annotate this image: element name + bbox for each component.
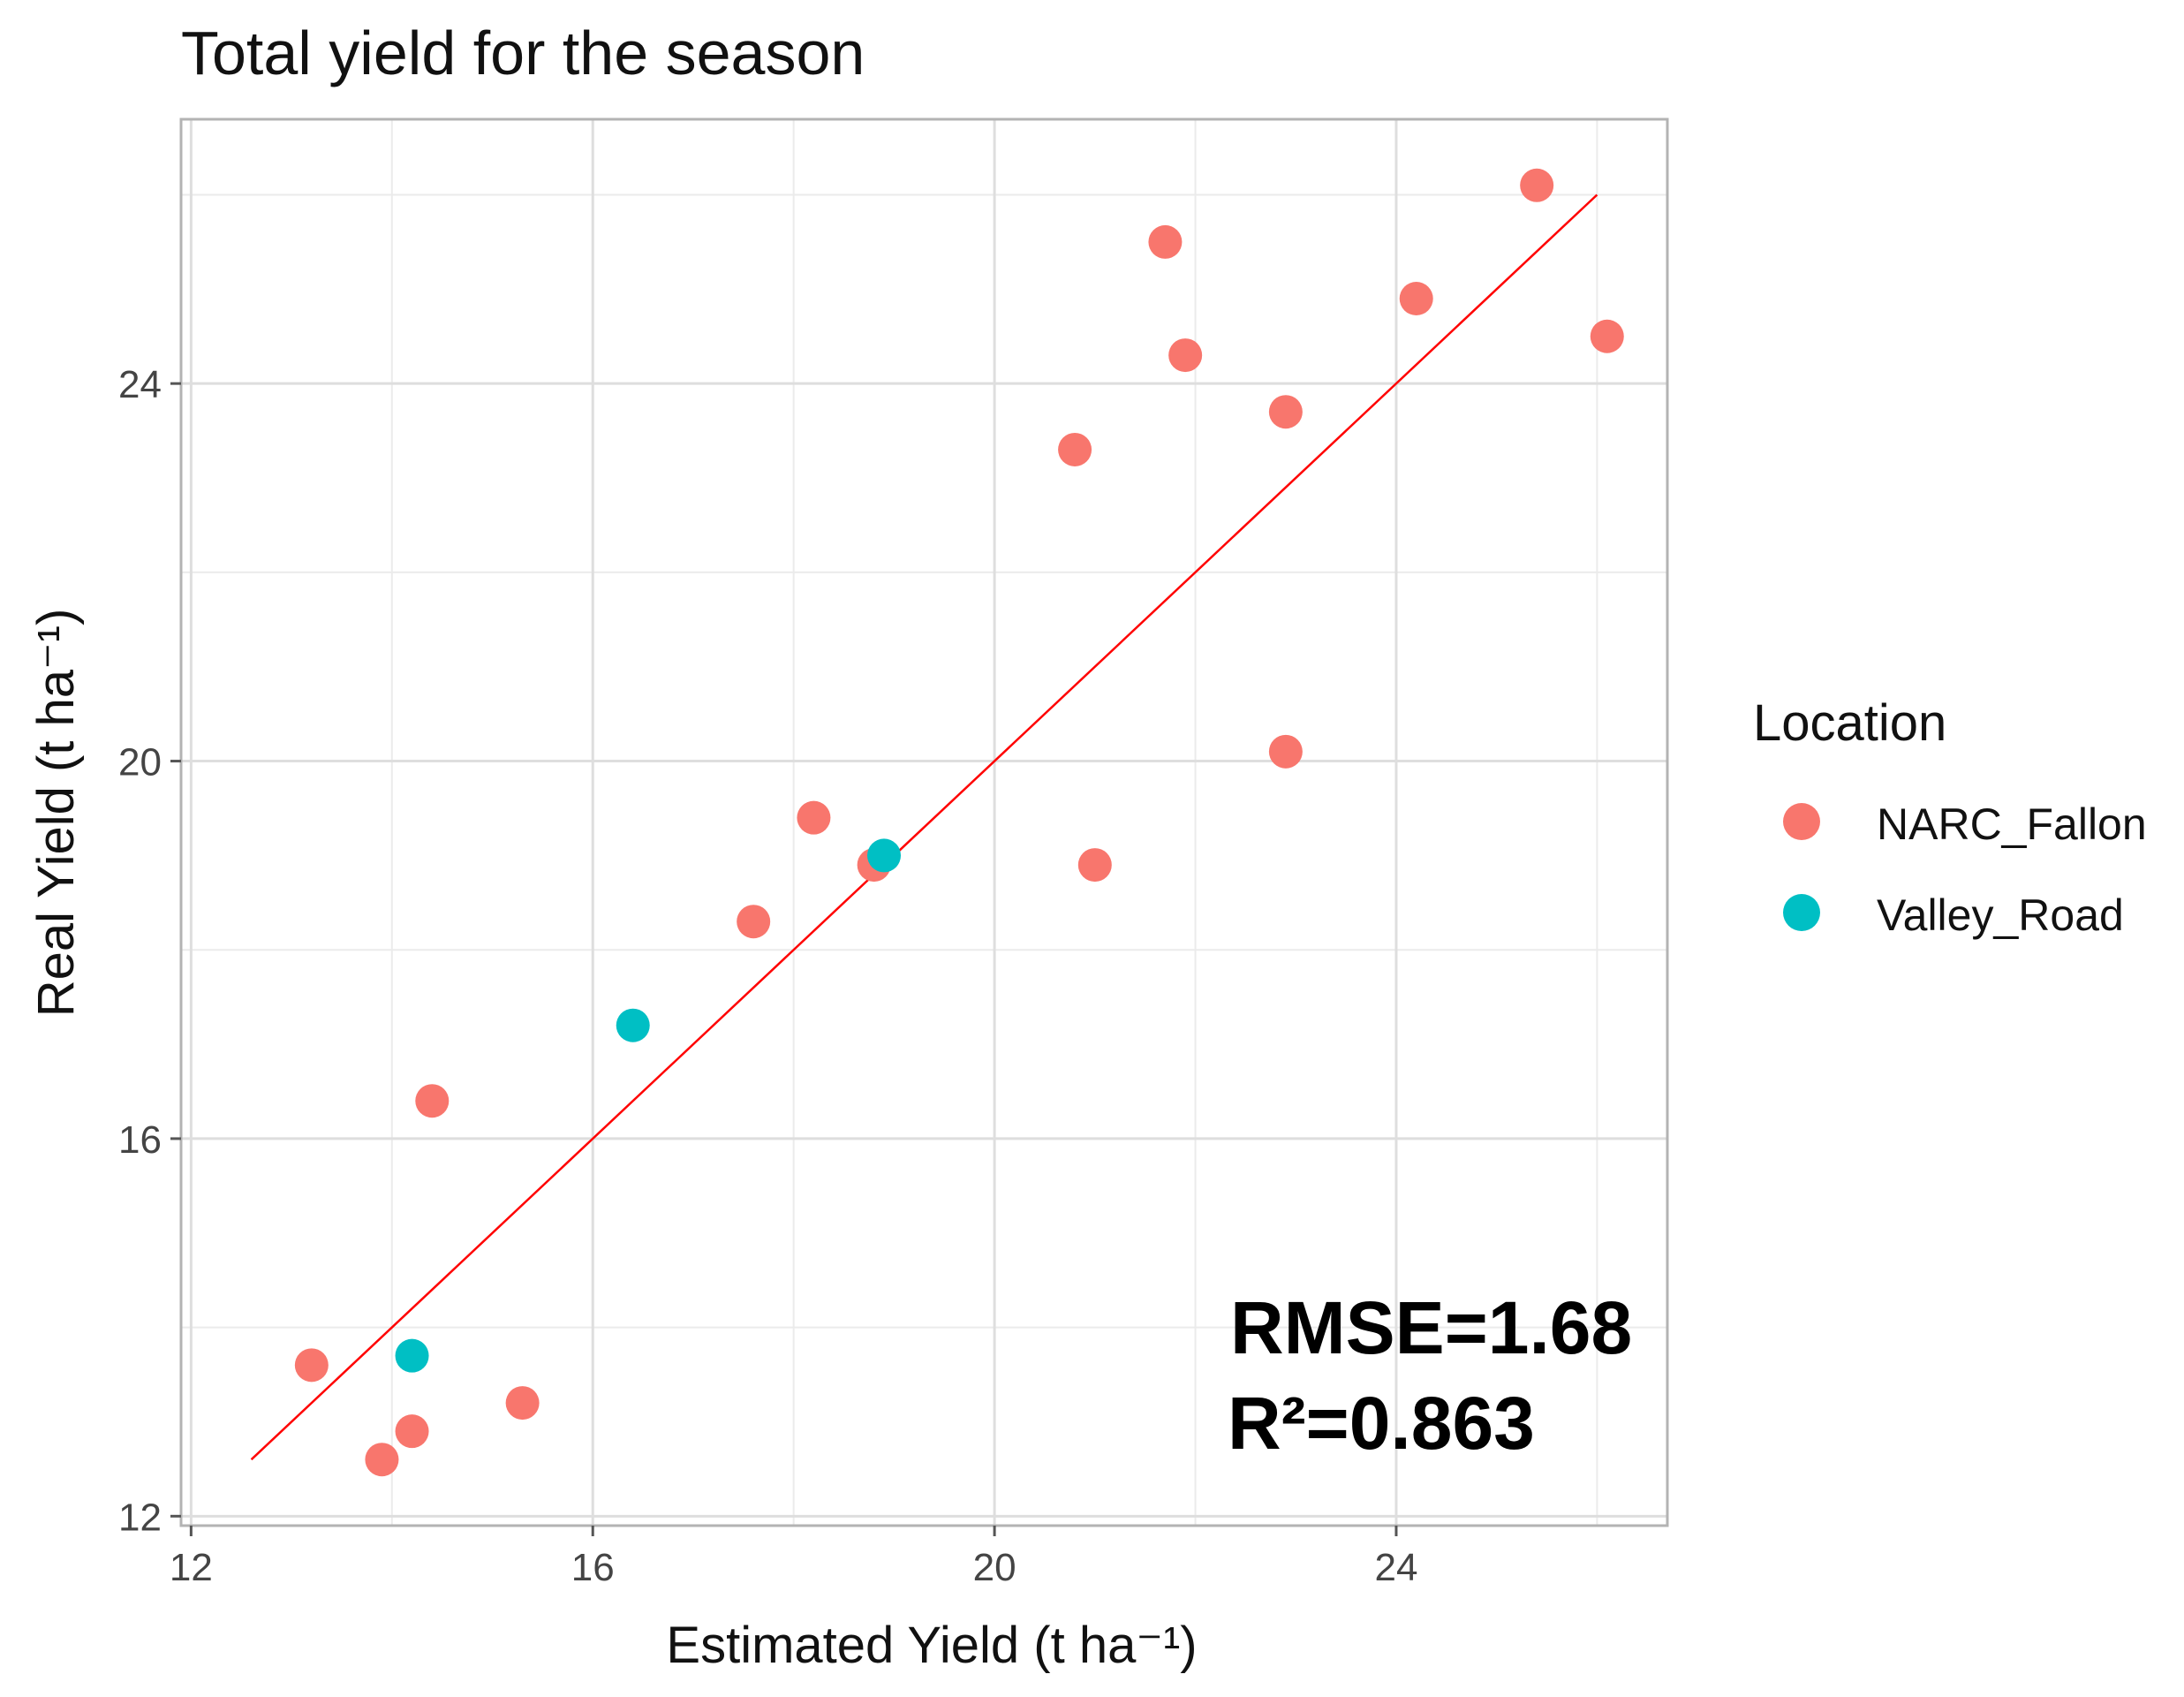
y-tick-label: 20 [118,741,162,784]
chart-title: Total yield for the season [181,19,865,87]
y-tick-label: 12 [118,1496,162,1539]
data-point-valley-road [616,1008,650,1042]
data-point-narc-fallon [1168,338,1203,373]
legend-item-narc-fallon: NARC_Fallon [1783,799,2147,849]
legend-swatch-valley-road [1783,894,1820,931]
rmse-annotation: RMSE=1.68 [1230,1286,1632,1369]
legend-label-valley-road: Valley_Road [1877,890,2124,940]
plot-area [179,117,1669,1527]
x-tick-label: 16 [571,1546,615,1589]
plot-background [181,119,1667,1526]
x-tick-label: 24 [1374,1546,1417,1589]
data-point-narc-fallon [415,1084,450,1118]
data-point-narc-fallon [395,1414,429,1449]
x-tick-label: 12 [170,1546,213,1589]
x-axis: 12 16 20 24 [170,1526,1417,1589]
legend-label-narc-fallon: NARC_Fallon [1877,799,2147,849]
r2-annotation: R²=0.863 [1228,1382,1535,1465]
fit-line [250,193,1598,1461]
data-point-narc-fallon [365,1443,399,1477]
y-axis-title: Real Yield (t ha⁻¹) [27,609,85,1018]
data-point-narc-fallon [1268,734,1303,769]
legend: Location NARC_Fallon Valley_Road [1753,694,2147,940]
legend-item-valley-road: Valley_Road [1783,890,2124,940]
data-point-narc-fallon [1399,282,1433,316]
data-point-valley-road [867,838,902,873]
y-tick-label: 24 [118,363,162,406]
data-point-narc-fallon [737,905,771,939]
data-point-narc-fallon [1520,168,1554,202]
data-points [294,168,1624,1477]
data-point-narc-fallon [294,1348,329,1383]
data-point-narc-fallon [1077,848,1112,883]
y-axis: 12 16 20 24 [118,363,181,1539]
data-point-valley-road [395,1338,429,1373]
plot-border [179,117,1669,1527]
data-point-narc-fallon [797,800,831,835]
major-gridlines [181,119,1667,1526]
y-tick-label: 16 [118,1118,162,1162]
x-axis-title: Estimated Yield (t ha⁻¹) [666,1617,1197,1674]
data-point-narc-fallon [1268,395,1303,429]
data-point-narc-fallon [1148,224,1183,259]
data-point-narc-fallon [1590,319,1624,353]
x-tick-label: 20 [973,1546,1016,1589]
legend-title: Location [1753,694,1946,752]
minor-gridlines [181,119,1667,1526]
data-point-narc-fallon [505,1386,540,1420]
data-point-narc-fallon [1058,432,1092,466]
legend-swatch-narc-fallon [1783,803,1820,840]
